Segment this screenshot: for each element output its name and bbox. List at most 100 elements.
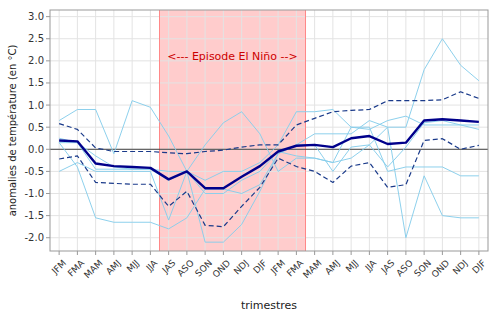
y-tick <box>46 237 50 238</box>
grid-line <box>296 10 297 251</box>
grid-line <box>186 10 187 251</box>
grid-line <box>223 10 224 251</box>
y-tick-label: 2.0 <box>28 55 44 66</box>
x-tick <box>351 251 352 255</box>
x-axis-label: trimestres <box>241 299 297 312</box>
highlight-edge <box>159 10 160 251</box>
grid-line <box>168 10 169 251</box>
x-tick <box>95 251 96 255</box>
x-tick <box>387 251 388 255</box>
highlight-label: <--- Episode El Niño --> <box>167 50 297 63</box>
x-tick-label: DJF <box>251 258 269 276</box>
grid-line <box>150 10 151 251</box>
x-tick-label: OND <box>211 258 233 280</box>
x-tick <box>150 251 151 255</box>
x-tick-label: JFM <box>49 258 68 277</box>
x-tick-label: JAS <box>160 258 178 276</box>
y-tick <box>46 215 50 216</box>
x-tick <box>259 251 260 255</box>
grid-line <box>95 10 96 251</box>
x-tick-label: MAM <box>82 258 104 280</box>
x-tick <box>168 251 169 255</box>
grid-line <box>332 10 333 251</box>
x-tick-label: MJJ <box>344 258 360 274</box>
y-tick-label: 0.0 <box>28 144 44 155</box>
highlight-band <box>160 10 306 251</box>
grid-line <box>50 16 488 17</box>
x-tick <box>77 251 78 255</box>
x-tick-label: SON <box>193 258 214 279</box>
grid-line <box>50 105 488 106</box>
y-tick <box>46 16 50 17</box>
x-tick <box>296 251 297 255</box>
x-tick-label: JJA <box>144 257 160 273</box>
x-tick-label: MAM <box>301 258 323 280</box>
grid-line <box>50 237 488 238</box>
grid-line <box>50 215 488 216</box>
x-tick-label: AMJ <box>104 258 123 277</box>
grid-line <box>241 10 242 251</box>
x-tick <box>314 251 315 255</box>
x-tick-label: OND <box>430 258 452 280</box>
x-tick-label: ASO <box>175 258 195 278</box>
y-tick <box>46 105 50 106</box>
y-axis-label: anomalies de température (en °C) <box>7 45 18 217</box>
grid <box>50 10 488 251</box>
x-tick-label: ASO <box>394 258 414 278</box>
x-tick <box>59 251 60 255</box>
grid-line <box>351 10 352 251</box>
x-tick <box>223 251 224 255</box>
y-tick-label: -1.5 <box>24 210 44 221</box>
x-tick <box>186 251 187 255</box>
grid-line <box>460 10 461 251</box>
grid-line <box>132 10 133 251</box>
y-tick-label: 2.5 <box>28 33 44 44</box>
x-tick-label: NDJ <box>451 258 470 277</box>
y-tick <box>46 149 50 150</box>
series-line <box>59 116 479 193</box>
series-line <box>59 139 479 227</box>
x-tick-label: JAS <box>379 258 397 276</box>
grid-line <box>278 10 279 251</box>
x-tick <box>113 251 114 255</box>
x-tick-label: AMJ <box>323 258 342 277</box>
x-tick <box>442 251 443 255</box>
x-tick <box>132 251 133 255</box>
series-line <box>59 119 479 188</box>
grid-line <box>50 127 488 128</box>
x-tick-label: SON <box>412 258 433 279</box>
x-tick-label: NDJ <box>232 258 251 277</box>
grid-line <box>478 10 479 251</box>
series-line <box>59 39 479 172</box>
x-tick <box>332 251 333 255</box>
x-tick <box>278 251 279 255</box>
grid-line <box>424 10 425 251</box>
y-tick <box>46 60 50 61</box>
grid-line <box>369 10 370 251</box>
series-line <box>59 121 479 243</box>
highlight <box>160 10 306 251</box>
x-axis: JFMFMAMAMAMJMJJJJAJASASOSONONDNDJDJFJFMF… <box>49 251 488 280</box>
grid-line <box>113 10 114 251</box>
grid-line <box>205 10 206 251</box>
x-tick <box>205 251 206 255</box>
plot-area <box>50 10 488 251</box>
y-tick-label: 0.5 <box>28 122 44 133</box>
x-tick <box>405 251 406 255</box>
y-tick-label: 1.5 <box>28 77 44 88</box>
x-tick <box>241 251 242 255</box>
y-tick-label: -2.0 <box>24 232 44 243</box>
x-tick <box>460 251 461 255</box>
highlight-edges <box>160 10 306 251</box>
grid-line <box>314 10 315 251</box>
x-tick-label: MJJ <box>125 258 141 274</box>
grid-line <box>59 10 60 251</box>
grid-line <box>50 82 488 83</box>
grid-line <box>405 10 406 251</box>
series-group <box>59 39 479 242</box>
plot-frame <box>50 10 488 251</box>
y-tick-label: 3.0 <box>28 11 44 22</box>
x-tick-label: DJF <box>470 258 488 276</box>
chart: -2.0-1.5-1.0-0.50.00.51.01.52.02.53.0JFM… <box>0 0 500 315</box>
x-tick-label: JFM <box>268 258 287 277</box>
